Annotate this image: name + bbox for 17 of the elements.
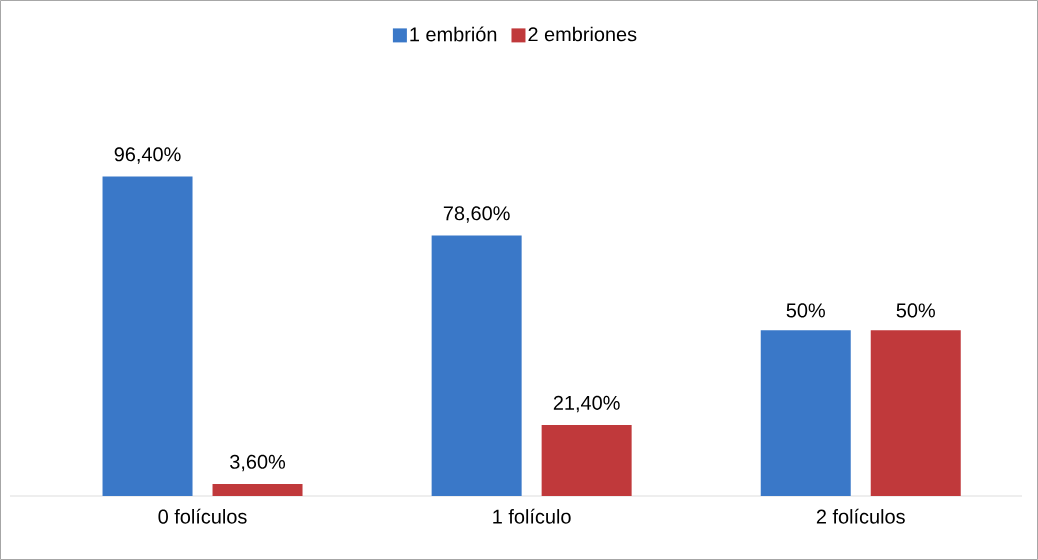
bar <box>541 425 632 496</box>
data-label: 21,40% <box>553 395 620 413</box>
x-tick-label: 1 folículo <box>493 508 571 524</box>
x-tick-label: 0 folículos <box>158 508 247 524</box>
legend-label: 2 embriones <box>528 26 637 42</box>
legend-label: 1 embrión <box>410 26 497 42</box>
bar <box>102 176 193 496</box>
data-label: 78,60% <box>443 206 510 223</box>
data-label: 50% <box>896 303 935 318</box>
bar <box>870 330 961 496</box>
bar <box>212 484 303 496</box>
data-label: 96,40% <box>114 147 181 164</box>
x-tick-label: 2 folículos <box>816 508 905 524</box>
data-label: 50% <box>786 303 825 318</box>
bar <box>760 330 851 496</box>
bar <box>431 235 522 496</box>
data-label: 3,60% <box>230 454 286 472</box>
